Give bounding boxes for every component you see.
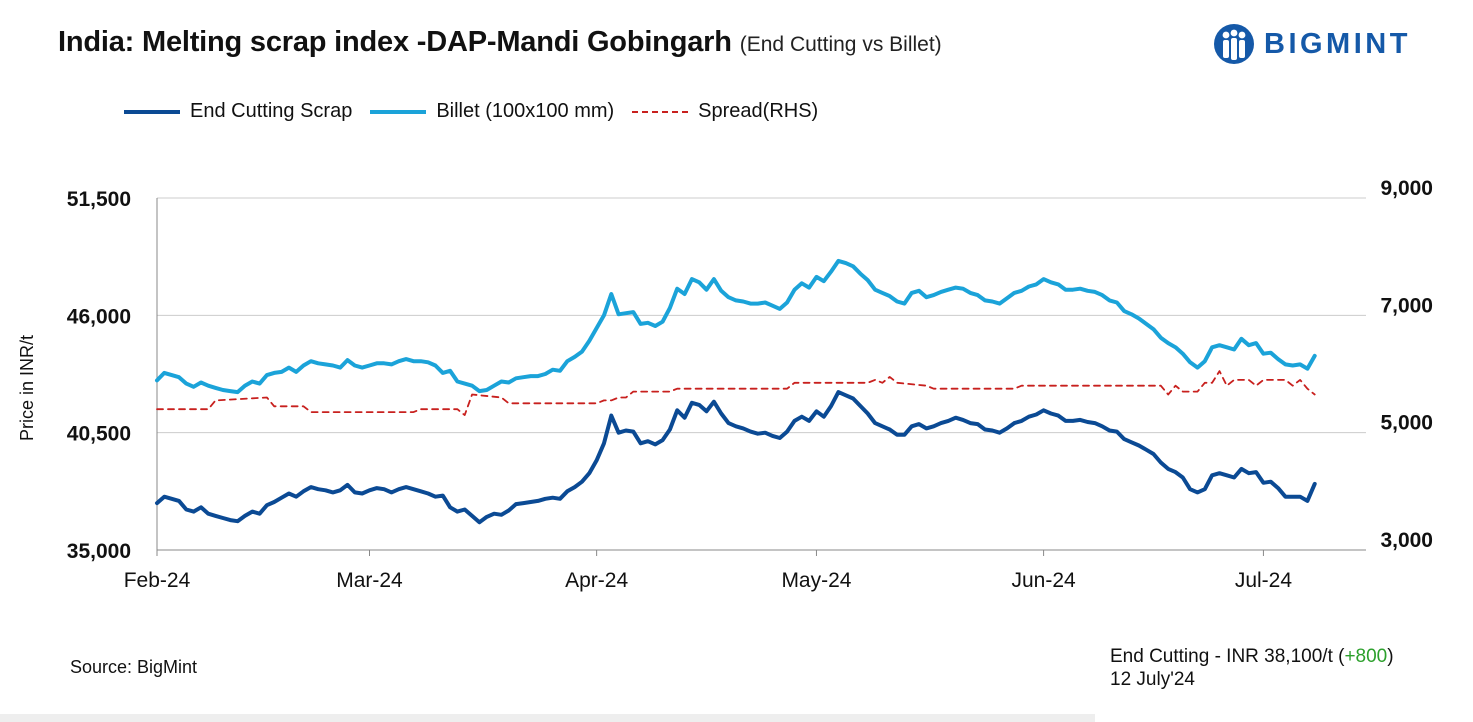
legend-swatch-spread <box>632 110 689 113</box>
price-note: End Cutting - INR 38,100/t (+800) 12 Jul… <box>1110 645 1394 691</box>
source-note: Source: BigMint <box>70 657 198 677</box>
series-line-spread <box>156 370 1316 417</box>
price-note-suffix: ) <box>1387 646 1394 667</box>
price-change: +800 <box>1344 646 1388 667</box>
legend-swatch-scrap <box>124 109 180 114</box>
brand-name: BIGMINT <box>1264 27 1411 60</box>
x-tick-label: May-24 <box>781 569 851 592</box>
y-left-tick-label: 40,500 <box>67 423 131 446</box>
legend-item-scrap: End Cutting Scrap <box>124 100 352 123</box>
bottom-strip <box>0 714 1095 722</box>
brand-logo: BIGMINT <box>1212 22 1411 66</box>
chart-legend: End Cutting Scrap Billet (100x100 mm) Sp… <box>124 100 836 123</box>
legend-item-spread: Spread(RHS) <box>632 100 818 123</box>
y-left-tick-label: 46,000 <box>67 305 131 328</box>
brand-logo-icon <box>1214 24 1254 64</box>
x-tick-label: Feb-24 <box>124 569 191 592</box>
legend-label-scrap: End Cutting Scrap <box>190 100 353 122</box>
series-line-end-cutting-scrap <box>155 390 1317 525</box>
x-tick-label: Apr-24 <box>565 569 628 592</box>
series-line-billet <box>155 258 1317 395</box>
legend-label-spread: Spread(RHS) <box>698 100 819 122</box>
chart-title-block: India: Melting scrap index -DAP-Mandi Go… <box>58 26 942 59</box>
y-right-tick-label: 9,000 <box>1380 177 1433 200</box>
price-note-line: End Cutting - INR 38,100/t (+800) <box>1110 645 1394 668</box>
legend-label-billet: Billet (100x100 mm) <box>436 100 615 122</box>
legend-item-billet: Billet (100x100 mm) <box>370 100 614 123</box>
price-note-prefix: End Cutting - INR 38,100/t ( <box>1110 646 1345 667</box>
y-right-tick-label: 7,000 <box>1380 294 1433 317</box>
price-note-date: 12 July'24 <box>1110 669 1195 690</box>
legend-swatch-billet <box>370 109 427 114</box>
y-right-tick-label: 5,000 <box>1380 412 1433 435</box>
chart-subtitle: (End Cutting vs Billet) <box>739 33 942 56</box>
y-left-tick-label: 51,500 <box>67 188 131 211</box>
x-tick-label: Mar-24 <box>336 569 403 592</box>
y-right-tick-label: 3,000 <box>1380 529 1433 552</box>
x-tick-label: Jul-24 <box>1235 569 1293 592</box>
y-axis-title: Price in INR/t <box>17 335 37 441</box>
y-left-tick-label: 35,000 <box>67 540 131 563</box>
chart-title: India: Melting scrap index -DAP-Mandi Go… <box>58 26 732 58</box>
x-tick-label: Jun-24 <box>1011 569 1076 592</box>
